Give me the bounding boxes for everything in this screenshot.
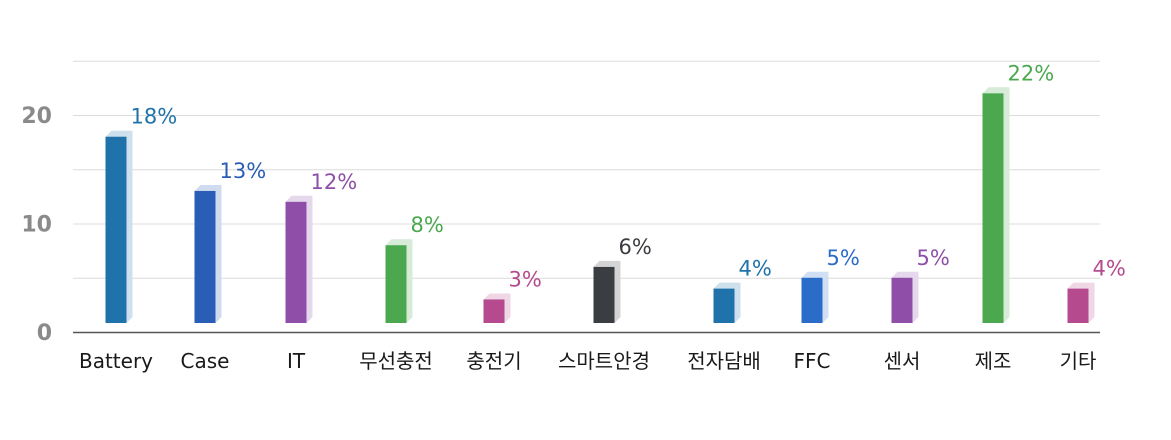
bar-side <box>822 271 829 323</box>
bar <box>801 277 823 323</box>
x-tick-label: 전자담배 <box>687 349 761 373</box>
x-tick-label: 무선충전 <box>359 349 433 373</box>
data-label: 5% <box>827 246 860 270</box>
bar <box>982 93 1004 323</box>
x-tick-label: Battery <box>79 349 153 373</box>
data-label: 4% <box>1093 257 1126 281</box>
bar <box>483 299 505 323</box>
data-label: 3% <box>509 267 542 291</box>
x-tick-label: Case <box>181 349 230 373</box>
data-label: 5% <box>917 246 950 270</box>
data-label: 12% <box>311 170 358 194</box>
bar-top <box>801 271 829 278</box>
bar-side <box>912 271 919 323</box>
bar <box>105 136 127 323</box>
y-tick-label: 10 <box>21 213 52 238</box>
bar-top <box>105 130 133 137</box>
x-tick-label: 충전기 <box>466 349 521 373</box>
bar-top <box>891 271 919 278</box>
x-tick-label: 센서 <box>884 349 921 373</box>
bar <box>285 201 307 323</box>
bar-side <box>504 293 511 323</box>
bar-side <box>126 130 133 323</box>
x-tick-label: 기타 <box>1060 349 1097 373</box>
bar <box>713 288 735 323</box>
data-label: 13% <box>220 159 267 183</box>
bar-side <box>1003 87 1010 323</box>
bar-side <box>306 195 313 323</box>
data-label: 22% <box>1008 61 1055 85</box>
data-label: 4% <box>739 257 772 281</box>
y-tick-label: 0 <box>37 321 52 346</box>
bar-top <box>713 282 741 289</box>
bar-top <box>1067 282 1095 289</box>
x-tick-label: 제조 <box>975 349 1012 373</box>
data-label: 6% <box>619 235 652 259</box>
x-tick-label: IT <box>287 349 306 373</box>
bar-top <box>483 293 511 300</box>
data-label: 18% <box>131 105 178 129</box>
bar-side <box>734 282 741 323</box>
bar <box>385 245 407 323</box>
bar-top <box>982 87 1010 94</box>
bar-side <box>215 184 222 323</box>
bar <box>593 266 615 323</box>
bar <box>891 277 913 323</box>
bar-top <box>593 260 621 267</box>
bar-top <box>285 195 313 202</box>
bar-side <box>1088 282 1095 323</box>
x-tick-label: FFC <box>794 349 831 373</box>
bar-side <box>614 260 621 323</box>
bar <box>1067 288 1089 323</box>
y-tick-label: 20 <box>21 104 52 129</box>
x-tick-label: 스마트안경 <box>558 349 650 373</box>
bar-top <box>194 184 222 191</box>
data-label: 8% <box>411 213 444 237</box>
bar <box>194 190 216 323</box>
bar-top <box>385 239 413 246</box>
bar-side <box>406 239 413 323</box>
